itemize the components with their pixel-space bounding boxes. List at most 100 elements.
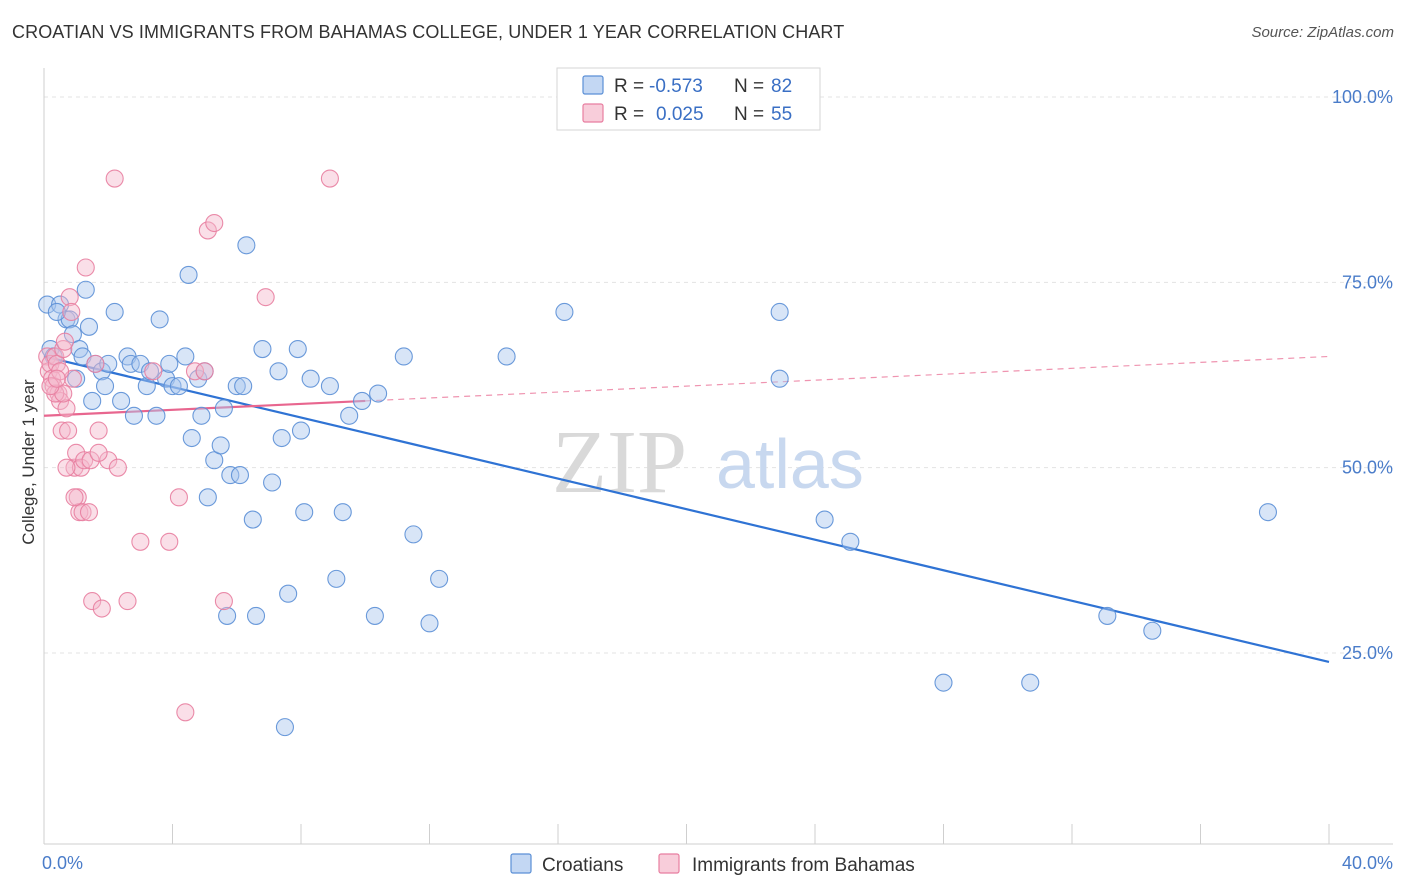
x-tick-label-1: 40.0%	[1342, 853, 1393, 873]
bahamas-point-13	[59, 421, 78, 440]
bahamas-point-38	[176, 703, 195, 722]
bahamas-point-15	[62, 302, 81, 322]
bahamas-point-32	[108, 458, 127, 477]
croatians-point-44	[237, 236, 256, 255]
croatians-point-31	[182, 428, 201, 448]
bahamas-point-34	[131, 532, 150, 551]
croatians-point-10	[76, 280, 95, 299]
legend-n-label-0: N =	[734, 76, 764, 97]
watermark-zip: ZIP	[552, 413, 687, 512]
croatians-point-43	[234, 377, 253, 396]
legend-n-value-0: 82	[771, 76, 792, 97]
croatians-point-47	[253, 340, 272, 359]
source-note: Source: ZipAtlas.com	[1251, 24, 1394, 41]
croatians-point-65	[404, 525, 423, 544]
croatians-point-75	[1021, 673, 1040, 692]
croatians-point-42	[230, 466, 250, 485]
bottom-legend-label-croatians: Croatians	[542, 855, 623, 876]
croatians-point-51	[275, 718, 294, 737]
croatians-point-66	[420, 614, 439, 633]
croatians-point-20	[124, 406, 143, 425]
croatians-point-45	[243, 510, 262, 529]
stats-legend: R = -0.573 N = 82 R = 0.025 N = 55	[556, 67, 821, 131]
croatians-point-73	[841, 532, 860, 551]
bahamas-point-52	[41, 377, 60, 396]
bahamas-point-10	[54, 340, 73, 359]
watermark-atlas: atlas	[716, 425, 864, 503]
croatians-point-54	[291, 421, 311, 440]
croatians-point-57	[320, 377, 339, 396]
bahamas-point-26	[83, 592, 102, 611]
y-axis-label: College, Under 1 year	[19, 379, 38, 545]
croatians-point-67	[430, 569, 449, 588]
bahamas-point-49	[57, 458, 76, 477]
croatians-point-17	[112, 391, 131, 410]
bahamas-point-27	[86, 354, 105, 373]
bahamas-point-14	[60, 288, 79, 307]
chart-title: CROATIAN VS IMMIGRANTS FROM BAHAMAS COLL…	[12, 22, 845, 42]
croatians-point-15	[99, 354, 118, 373]
croatians-point-37	[211, 436, 230, 455]
y-tick-label-1: 50.0%	[1342, 458, 1393, 478]
axes	[43, 68, 1393, 845]
bottom-legend-label-bahamas: Immigrants from Bahamas	[692, 855, 915, 876]
croatians-point-56	[301, 369, 320, 388]
croatians-point-68	[497, 347, 516, 366]
croatians-point-74	[934, 673, 953, 692]
trend-lines	[43, 355, 1330, 663]
bahamas-point-42	[205, 213, 224, 233]
croatians-point-50	[272, 428, 291, 448]
croatians-point-59	[333, 503, 352, 522]
croatians-point-61	[352, 391, 372, 410]
croatians-point-14	[92, 362, 111, 381]
bahamas-point-22	[73, 503, 92, 522]
y-tick-label-2: 75.0%	[1342, 272, 1393, 292]
bahamas-point-31	[105, 169, 124, 188]
bahamas-point-37	[169, 488, 188, 507]
bahamas-point-53	[47, 369, 66, 388]
croatians-point-11	[79, 317, 99, 336]
y-tick-labels: 25.0% 50.0% 75.0% 100.0%	[1332, 87, 1393, 663]
croatians-point-33	[192, 406, 211, 425]
croatians-point-55	[295, 503, 314, 522]
croatians-point-64	[394, 347, 413, 366]
legend-r-label-1: R =	[614, 104, 644, 125]
croatians-point-30	[179, 265, 198, 284]
legend-swatch-bahamas	[582, 103, 604, 123]
croatians-point-48	[263, 473, 282, 492]
croatians-point-46	[246, 606, 266, 625]
croatians-point-80	[95, 377, 115, 396]
croatians-point-72	[815, 510, 834, 529]
bahamas-point-11	[55, 332, 74, 351]
croatians-point-39	[218, 606, 237, 625]
croatians-point-49	[269, 362, 288, 381]
bahamas-point-23	[75, 451, 94, 470]
legend-r-label-0: R =	[614, 76, 644, 97]
y-tick-label-0: 25.0%	[1342, 643, 1393, 663]
legend-n-label-1: N =	[734, 104, 764, 125]
croatians-point-38	[214, 399, 233, 418]
croatians-point-63	[369, 384, 388, 403]
croatians-point-29	[176, 347, 195, 366]
bahamas-trend-line-extended	[365, 355, 1330, 402]
watermark: ZIP atlas	[552, 413, 864, 512]
bahamas-point-25	[79, 503, 99, 522]
croatians-point-24	[147, 406, 166, 425]
bahamas-point-28	[89, 421, 108, 440]
bahamas-point-45	[320, 169, 339, 188]
croatians-point-77	[1143, 621, 1162, 640]
croatians-point-27	[163, 377, 182, 396]
croatians-point-76	[1098, 606, 1117, 625]
bahamas-point-44	[256, 288, 275, 307]
bahamas-point-36	[160, 532, 179, 551]
croatians-point-28	[169, 377, 188, 396]
croatians-point-70	[770, 302, 789, 322]
bahamas-point-41	[198, 221, 217, 240]
croatians-point-81	[160, 354, 179, 373]
croatians-point-40	[221, 466, 240, 485]
y-tick-label-3: 100.0%	[1332, 87, 1393, 107]
croatians-point-69	[555, 302, 574, 322]
bahamas-point-9	[52, 421, 71, 440]
croatians-point-79	[47, 302, 66, 322]
